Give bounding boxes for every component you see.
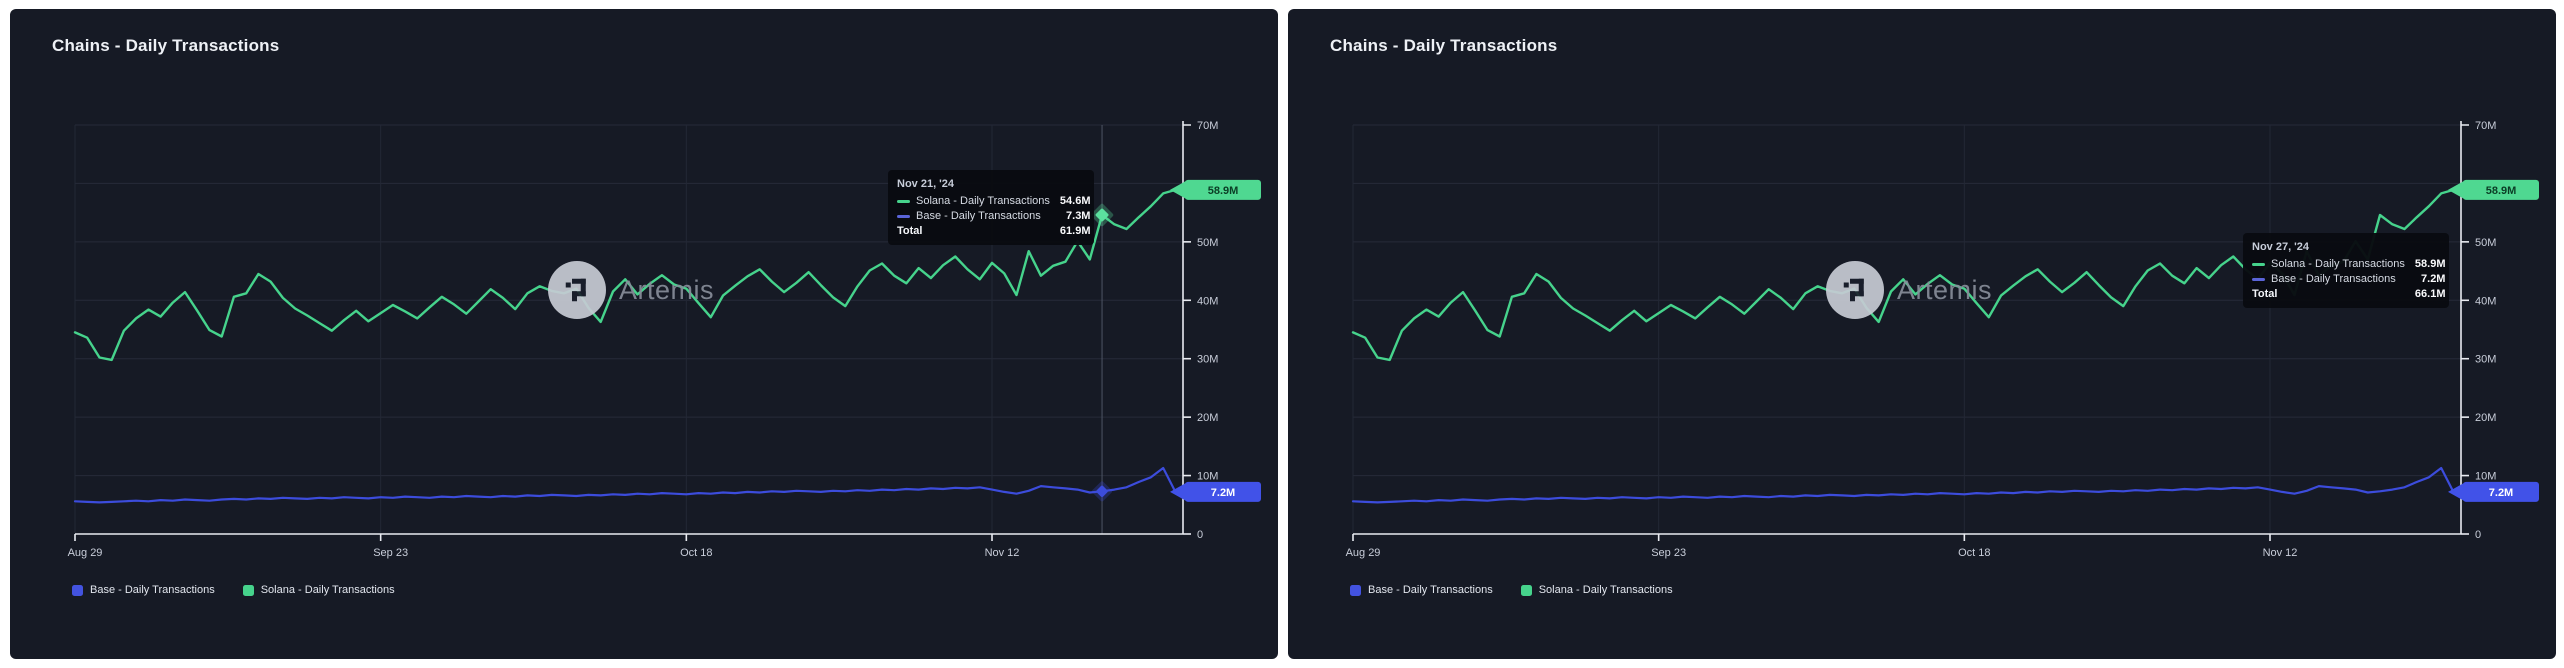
tooltip-date: Nov 27, '24 (2252, 241, 2310, 253)
svg-text:58.9M: 58.9M (1208, 185, 1239, 197)
solana-hover-marker (1095, 208, 1109, 222)
x-axis: Aug 29 Sep 23 Oct 18 Nov 12 (1346, 534, 2298, 559)
solana-axis-badge: 58.9M (2448, 179, 2539, 200)
solana-line-swatch (2252, 263, 2265, 266)
y-tick-label: 30M (2475, 354, 2496, 366)
tooltip-series-label: Base - Daily Transactions (2271, 273, 2396, 285)
legend-label: Base - Daily Transactions (1368, 584, 1493, 596)
tooltip-series-value: 54.6M (1059, 195, 1091, 207)
x-tick-label: Sep 23 (373, 547, 408, 559)
y-tick-label: 10M (1197, 471, 1218, 483)
chart-tooltip: Nov 27, '24 Solana - Daily Transactions … (2243, 233, 2449, 308)
x-axis: Aug 29 Sep 23 Oct 18 Nov 12 (68, 534, 1020, 559)
y-tick-label: 40M (2475, 295, 2496, 307)
x-tick-label: Nov 12 (985, 547, 1020, 559)
chart-panel-2: Chains - Daily Transactions 0 10M 20M 30M 40… (1288, 9, 2556, 659)
chart-legend: Base - Daily Transactions Solana - Daily… (1350, 584, 1673, 596)
y-tick-label: 20M (1197, 412, 1218, 424)
tooltip-series-value: 58.9M (2414, 258, 2446, 270)
legend-item-base[interactable]: Base - Daily Transactions (72, 584, 215, 596)
y-tick-label: 0 (2475, 529, 2481, 541)
y-tick-label: 70M (2475, 120, 2496, 132)
base-line-swatch (2252, 278, 2265, 281)
y-tick-label: 50M (1197, 237, 1218, 249)
grid-v (74, 125, 993, 534)
solana-axis-badge: 58.9M (1170, 179, 1261, 200)
chart-panel-1: Chains - Daily Transactions 0 10M 20M 30M 40… (10, 9, 1278, 659)
legend-label: Base - Daily Transactions (90, 584, 215, 596)
base-line (1351, 466, 2455, 504)
x-tick-label: Aug 29 (1346, 547, 1381, 559)
y-tick-label: 0 (1197, 529, 1203, 541)
solana-line-swatch (897, 200, 910, 203)
page-title: Chains - Daily Transactions (1330, 36, 1558, 55)
solana-legend-swatch (1520, 584, 1532, 596)
legend-item-base[interactable]: Base - Daily Transactions (1350, 584, 1493, 596)
grid-h (75, 124, 1183, 477)
legend-label: Solana - Daily Transactions (1538, 584, 1673, 596)
x-tick-label: Oct 18 (1958, 547, 1990, 559)
base-hover-marker (1096, 485, 1108, 498)
y-tick-label: 40M (1197, 295, 1218, 307)
page-title: Chains - Daily Transactions (52, 36, 280, 55)
base-legend-swatch (1350, 584, 1361, 596)
x-tick-label: Oct 18 (680, 547, 712, 559)
base-line-swatch (897, 215, 910, 218)
solana-line (73, 188, 1177, 362)
tooltip-total-label: Total (2252, 288, 2278, 300)
solana-legend-swatch (242, 584, 254, 596)
legend-item-solana[interactable]: Solana - Daily Transactions (242, 584, 395, 596)
tooltip-date: Nov 21, '24 (897, 178, 955, 190)
svg-text:58.9M: 58.9M (2486, 185, 2517, 197)
base-line (73, 466, 1177, 504)
x-tick-label: Aug 29 (68, 547, 103, 559)
x-tick-label: Sep 23 (1651, 547, 1686, 559)
tooltip-series-label: Base - Daily Transactions (916, 210, 1041, 222)
chart-tooltip: Nov 21, '24 Solana - Daily Transactions … (888, 170, 1094, 245)
y-tick-label: 50M (2475, 237, 2496, 249)
tooltip-total-label: Total (897, 225, 923, 237)
chart-legend: Base - Daily Transactions Solana - Daily… (72, 584, 395, 596)
tooltip-series-value: 7.3M (1066, 210, 1091, 222)
tooltip-series-label: Solana - Daily Transactions (916, 195, 1050, 207)
y-tick-label: 30M (1197, 354, 1218, 366)
tooltip-total-value: 61.9M (1059, 225, 1091, 237)
svg-text:7.2M: 7.2M (1211, 487, 1235, 499)
y-tick-label: 10M (2475, 471, 2496, 483)
y-tick-label: 70M (1197, 120, 1218, 132)
base-axis-badge: 7.2M (1170, 481, 1261, 502)
legend-item-solana[interactable]: Solana - Daily Transactions (1520, 584, 1673, 596)
x-tick-label: Nov 12 (2263, 547, 2298, 559)
legend-label: Solana - Daily Transactions (260, 584, 395, 596)
grid-v (1352, 125, 2271, 534)
svg-text:7.2M: 7.2M (2489, 487, 2513, 499)
base-axis-badge: 7.2M (2448, 481, 2539, 502)
y-tick-label: 20M (2475, 412, 2496, 424)
tooltip-series-label: Solana - Daily Transactions (2271, 258, 2405, 270)
tooltip-series-value: 7.2M (2421, 273, 2446, 285)
base-legend-swatch (72, 584, 83, 596)
tooltip-total-value: 66.1M (2414, 288, 2446, 300)
